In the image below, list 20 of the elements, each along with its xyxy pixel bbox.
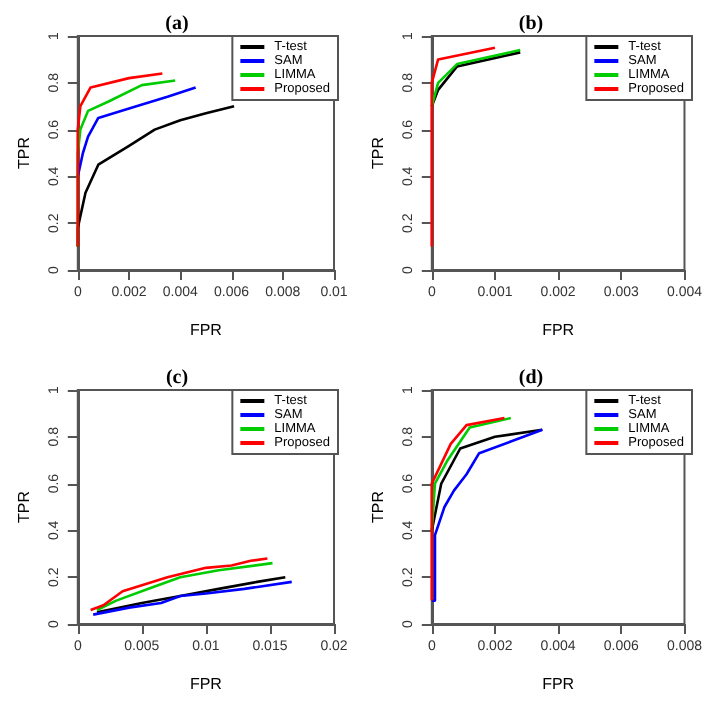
chart-title: (b) [518,13,544,35]
line-series [430,428,544,602]
line-series [76,86,197,178]
chart-title: (a) [165,13,189,35]
x-axis-title: FPR [189,675,223,693]
line-series [76,72,164,248]
y-axis-title: TPR [369,136,387,169]
chart-title: (d) [518,367,544,389]
x-axis-title: FPR [542,321,575,339]
chart-title: (c) [165,367,189,389]
y-axis-title: TPR [369,490,387,523]
y-axis-title: TPR [15,490,33,523]
line-series [430,428,544,532]
line-series [430,46,497,248]
line-series [95,575,287,614]
line-series [91,580,294,616]
x-axis-title: FPR [542,675,575,693]
y-axis-title: TPR [15,136,33,169]
x-axis-title: FPR [189,321,223,339]
line-series [430,416,506,602]
